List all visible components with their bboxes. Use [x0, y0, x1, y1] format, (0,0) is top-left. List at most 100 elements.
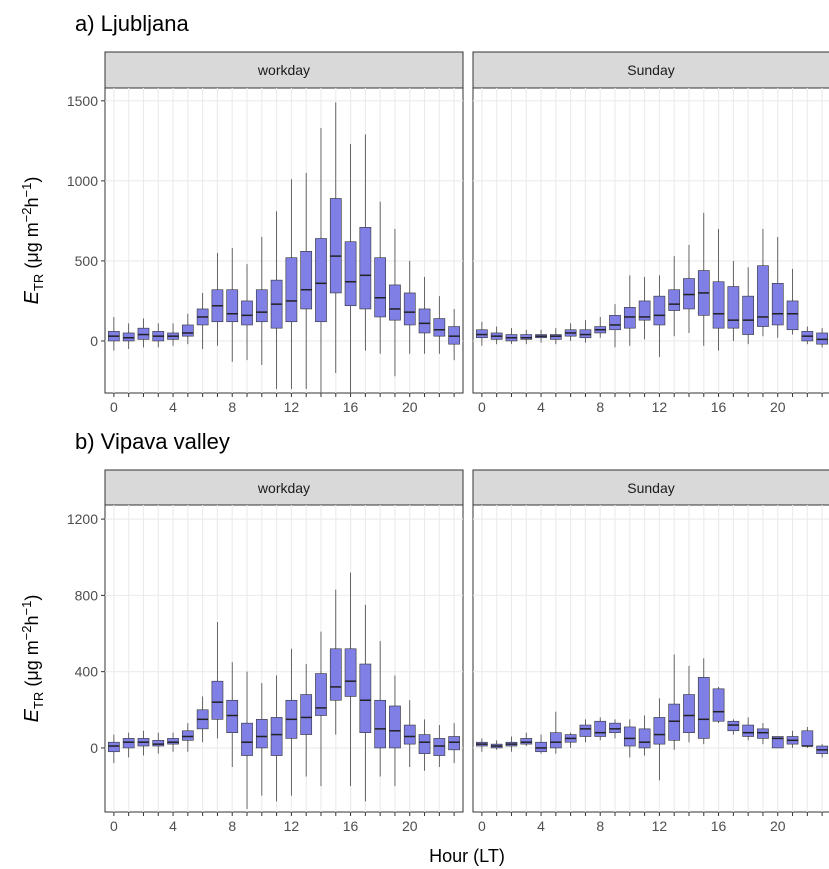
x-tick-label: 12 — [284, 399, 300, 415]
panel-group-title: b) Vipava valley — [75, 429, 230, 454]
box — [549, 732, 562, 749]
x-tick-label: 4 — [169, 399, 177, 415]
box — [403, 724, 416, 745]
y-axis-label-part: −1 — [19, 601, 34, 616]
y-tick-label: 500 — [75, 253, 99, 269]
box — [448, 736, 460, 751]
box — [315, 238, 327, 323]
box — [315, 673, 327, 716]
box — [771, 736, 784, 749]
y-axis-label-part: ) — [22, 177, 42, 183]
x-tick-label: 4 — [537, 399, 545, 415]
box — [167, 738, 179, 745]
x-tick-label: 20 — [770, 399, 786, 415]
box — [241, 722, 253, 756]
x-tick-label: 0 — [110, 818, 118, 834]
x-tick-label: 8 — [228, 399, 236, 415]
box — [520, 738, 533, 745]
plot-area — [104, 504, 464, 813]
box — [241, 300, 253, 326]
box — [374, 699, 387, 749]
box — [653, 717, 666, 745]
strip-label: Sunday — [627, 62, 674, 78]
y-tick-label: 400 — [75, 664, 99, 680]
box — [579, 724, 592, 737]
box — [757, 728, 769, 739]
box — [727, 720, 740, 732]
y-tick-label: 1200 — [67, 511, 98, 527]
box — [122, 738, 135, 749]
x-tick-label: 20 — [402, 818, 418, 834]
box — [757, 265, 769, 327]
box — [638, 728, 651, 749]
x-axis-label: Hour (LT) — [429, 846, 505, 866]
box — [742, 295, 755, 335]
box — [594, 720, 607, 737]
y-tick-label: 800 — [75, 587, 99, 603]
box — [816, 332, 828, 345]
y-axis-label-part: (μg m — [22, 640, 42, 691]
box — [623, 307, 636, 329]
box — [683, 694, 695, 733]
box — [668, 703, 681, 741]
box — [181, 324, 194, 337]
box — [359, 663, 372, 733]
x-tick-label: 0 — [110, 399, 118, 415]
x-tick-label: 16 — [343, 399, 359, 415]
box — [344, 648, 357, 697]
box — [535, 741, 547, 753]
x-tick-label: 0 — [478, 399, 486, 415]
box — [211, 680, 224, 720]
x-tick-label: 12 — [652, 818, 668, 834]
box — [786, 300, 799, 331]
y-axis-label-part: TR — [31, 692, 46, 709]
plot-area — [472, 87, 829, 394]
box — [433, 738, 446, 756]
box — [579, 329, 592, 339]
box — [300, 251, 313, 310]
x-tick-label: 4 — [537, 818, 545, 834]
x-tick-label: 12 — [284, 818, 300, 834]
box — [609, 315, 621, 331]
box — [418, 734, 431, 754]
box — [668, 289, 681, 311]
x-tick-label: 8 — [596, 399, 604, 415]
box — [418, 308, 431, 334]
box — [255, 289, 268, 323]
box — [255, 719, 268, 749]
x-tick-label: 8 — [228, 818, 236, 834]
panel-group-title: a) Ljubljana — [75, 11, 190, 36]
plot-area — [472, 504, 829, 813]
box — [270, 717, 283, 756]
box — [448, 326, 460, 345]
box — [285, 257, 298, 323]
box — [697, 677, 710, 739]
box — [403, 292, 416, 326]
box — [623, 726, 636, 747]
y-axis-label-part: −2 — [19, 207, 34, 222]
x-tick-label: 16 — [711, 818, 727, 834]
y-tick-label: 0 — [90, 333, 98, 349]
box — [122, 332, 135, 342]
box — [108, 741, 120, 753]
strip-label: workday — [257, 62, 310, 78]
y-tick-label: 0 — [90, 740, 98, 756]
y-axis-label-part: TR — [31, 274, 46, 291]
y-axis-label-part: h — [22, 197, 42, 207]
x-tick-label: 20 — [402, 399, 418, 415]
y-axis-label: ETR (μg m−2h−1) — [19, 177, 46, 305]
plot-area — [104, 87, 464, 394]
box — [329, 198, 342, 294]
box — [742, 724, 755, 737]
box — [152, 740, 165, 747]
box — [181, 730, 194, 741]
box — [638, 300, 651, 321]
strip-label: workday — [257, 480, 310, 496]
box — [374, 257, 387, 318]
box — [359, 226, 372, 310]
y-axis-label-part: −1 — [19, 183, 34, 198]
box — [300, 694, 313, 735]
x-tick-label: 0 — [478, 818, 486, 834]
box — [549, 334, 562, 340]
y-tick-label: 1000 — [67, 173, 98, 189]
